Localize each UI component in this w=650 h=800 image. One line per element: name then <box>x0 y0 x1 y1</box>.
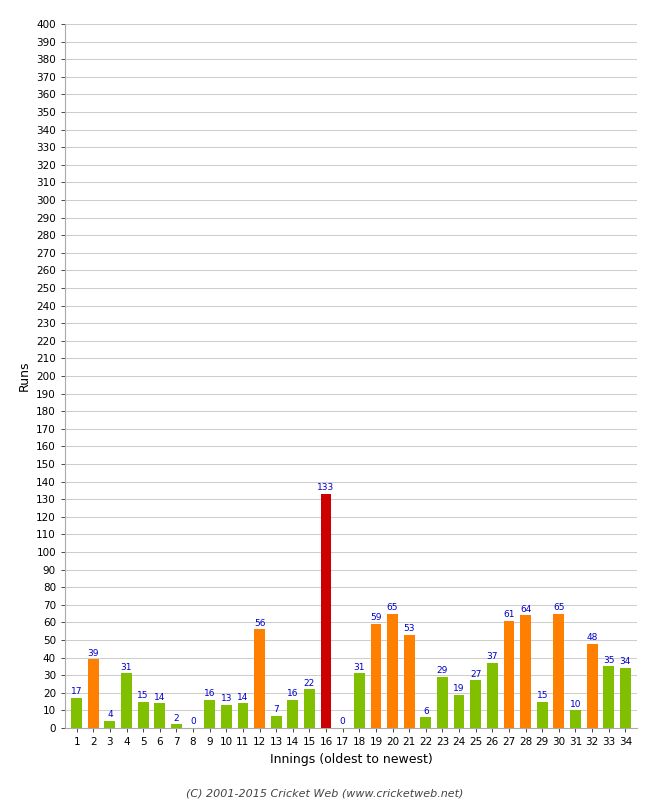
Text: 22: 22 <box>304 678 315 687</box>
Bar <box>487 663 498 728</box>
Bar <box>237 703 248 728</box>
Text: 19: 19 <box>453 684 465 693</box>
Text: 14: 14 <box>237 693 248 702</box>
Bar <box>421 718 431 728</box>
Bar <box>254 630 265 728</box>
Bar <box>471 681 481 728</box>
Text: 10: 10 <box>570 700 581 709</box>
X-axis label: Innings (oldest to newest): Innings (oldest to newest) <box>270 753 432 766</box>
Bar <box>287 700 298 728</box>
Text: 133: 133 <box>317 483 335 492</box>
Bar <box>587 643 597 728</box>
Bar <box>171 725 182 728</box>
Bar <box>155 703 165 728</box>
Text: 14: 14 <box>154 693 166 702</box>
Text: 16: 16 <box>287 689 298 698</box>
Bar <box>520 615 531 728</box>
Text: 0: 0 <box>190 718 196 726</box>
Text: 35: 35 <box>603 656 614 665</box>
Text: 15: 15 <box>536 691 548 700</box>
Text: 59: 59 <box>370 614 382 622</box>
Text: 39: 39 <box>88 649 99 658</box>
Bar <box>271 716 281 728</box>
Text: 29: 29 <box>437 666 448 675</box>
Text: 17: 17 <box>71 687 83 696</box>
Text: 64: 64 <box>520 605 531 614</box>
Text: 31: 31 <box>121 662 132 672</box>
Bar <box>620 668 630 728</box>
Text: 48: 48 <box>586 633 598 642</box>
Bar <box>138 702 149 728</box>
Text: 61: 61 <box>503 610 515 619</box>
Bar <box>221 705 231 728</box>
Text: 7: 7 <box>273 705 279 714</box>
Bar <box>72 698 82 728</box>
Text: 15: 15 <box>137 691 149 700</box>
Text: 34: 34 <box>619 658 631 666</box>
Bar <box>304 690 315 728</box>
Text: 4: 4 <box>107 710 112 719</box>
Text: 2: 2 <box>174 714 179 722</box>
Text: 53: 53 <box>404 624 415 633</box>
Text: (C) 2001-2015 Cricket Web (www.cricketweb.net): (C) 2001-2015 Cricket Web (www.cricketwe… <box>187 788 463 798</box>
Bar <box>370 624 382 728</box>
Bar <box>320 494 332 728</box>
Bar <box>121 674 132 728</box>
Text: 6: 6 <box>423 706 429 716</box>
Bar <box>603 666 614 728</box>
Bar <box>553 614 564 728</box>
Text: 37: 37 <box>487 652 498 661</box>
Bar <box>437 677 448 728</box>
Bar <box>88 659 99 728</box>
Bar <box>570 710 581 728</box>
Text: 16: 16 <box>204 689 215 698</box>
Text: 31: 31 <box>354 662 365 672</box>
Y-axis label: Runs: Runs <box>18 361 31 391</box>
Bar <box>105 721 115 728</box>
Text: 13: 13 <box>220 694 232 703</box>
Bar <box>504 621 514 728</box>
Bar <box>354 674 365 728</box>
Text: 0: 0 <box>340 718 346 726</box>
Bar <box>454 694 465 728</box>
Text: 65: 65 <box>553 603 565 612</box>
Bar <box>537 702 547 728</box>
Text: 27: 27 <box>470 670 482 678</box>
Bar <box>204 700 215 728</box>
Bar <box>404 634 415 728</box>
Text: 56: 56 <box>254 618 265 628</box>
Text: 65: 65 <box>387 603 398 612</box>
Bar <box>387 614 398 728</box>
